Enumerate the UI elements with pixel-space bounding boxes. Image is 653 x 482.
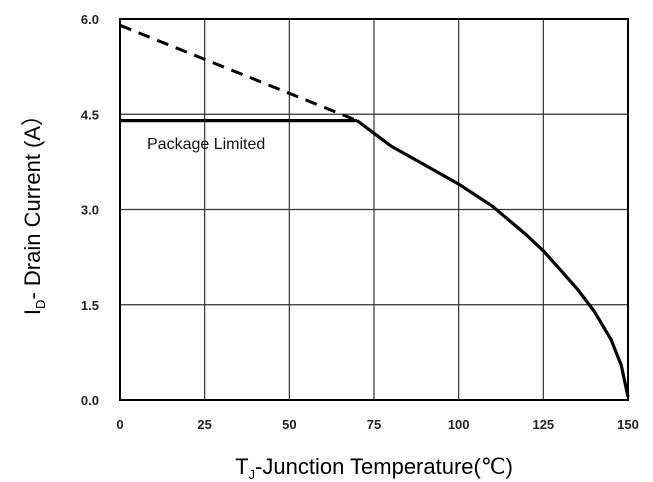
y-tick-label: 6.0 [81, 12, 99, 27]
tick-labels: 0 25 50 75 100 125 150 0.0 1.5 3.0 4.5 6.0 [81, 12, 639, 432]
series-line-solid-2 [356, 119, 630, 398]
plot-frame [119, 18, 629, 401]
y-tick-label: 3.0 [81, 203, 99, 218]
x-tick-label: 25 [197, 417, 211, 432]
x-tick-label: 100 [448, 417, 470, 432]
x-tick-label: 150 [617, 417, 639, 432]
grid [119, 18, 629, 401]
y-axis-title-sub: D [33, 300, 48, 309]
y-tick-label: 0.0 [81, 393, 99, 408]
y-axis-title: ID- Drain Current (A） [20, 104, 48, 315]
series-lines [119, 23, 630, 398]
x-tick-label: 0 [116, 417, 123, 432]
series-line-dashed-0 [119, 23, 358, 122]
x-tick-label: 50 [282, 417, 296, 432]
y-axis-title-main: I [20, 309, 45, 315]
y-tick-label: 4.5 [81, 107, 99, 122]
x-axis-title: TJ-Junction Temperature(℃) [235, 454, 513, 482]
x-tick-label: 125 [532, 417, 554, 432]
x-axis-title-main: T [235, 454, 248, 479]
y-axis-title-rest: - Drain Current (A） [20, 104, 45, 300]
package-limited-annotation: Package Limited [147, 136, 265, 153]
x-axis-title-sub: J [249, 467, 256, 482]
y-tick-label: 1.5 [81, 298, 99, 313]
x-axis-title-rest: -Junction Temperature(℃) [255, 454, 513, 479]
x-tick-label: 75 [367, 417, 381, 432]
